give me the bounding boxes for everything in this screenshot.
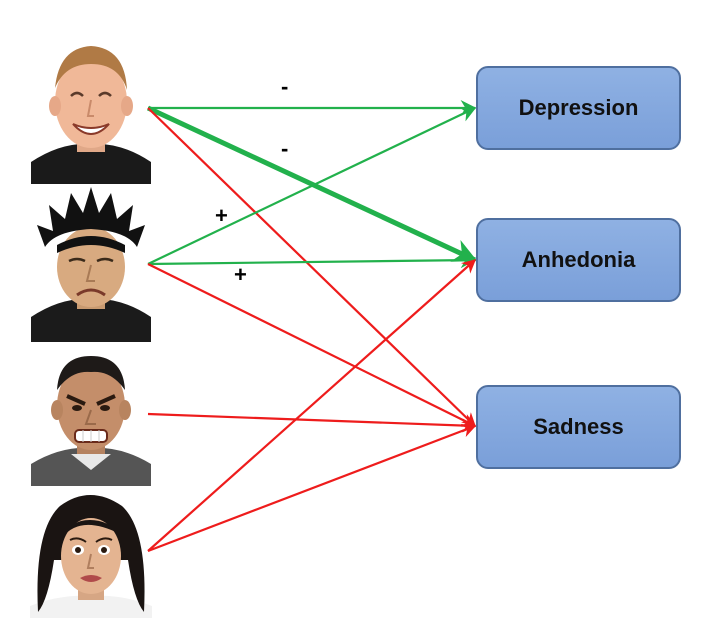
anhedonia-node: Anhedonia: [476, 218, 681, 302]
edge-sad-to-depression: [147, 106, 477, 265]
fearful-woman-face-icon: [30, 495, 152, 618]
edge-happy-to-anhedonia: [146, 105, 478, 263]
edge-sad-to-anhedonia: [147, 252, 477, 269]
sad-man-face-icon: [31, 187, 151, 342]
edge-fearful-to-anhedonia: [147, 259, 477, 552]
edge-angry-to-sadness: [147, 412, 477, 433]
edge-sad-to-sadness: [147, 263, 477, 427]
sign-label: +: [234, 262, 247, 287]
sign-label: -: [281, 136, 289, 161]
smiling-man-face-icon: [31, 46, 151, 184]
sign-label: +: [215, 203, 228, 228]
sadness-node: Sadness: [476, 385, 681, 469]
depression-node: Depression: [476, 66, 681, 150]
edge-happy-to-sadness: [147, 107, 477, 427]
sign-label: -: [281, 74, 289, 99]
edge-fearful-to-sadness: [147, 423, 477, 553]
angry-man-face-icon: [31, 356, 151, 486]
